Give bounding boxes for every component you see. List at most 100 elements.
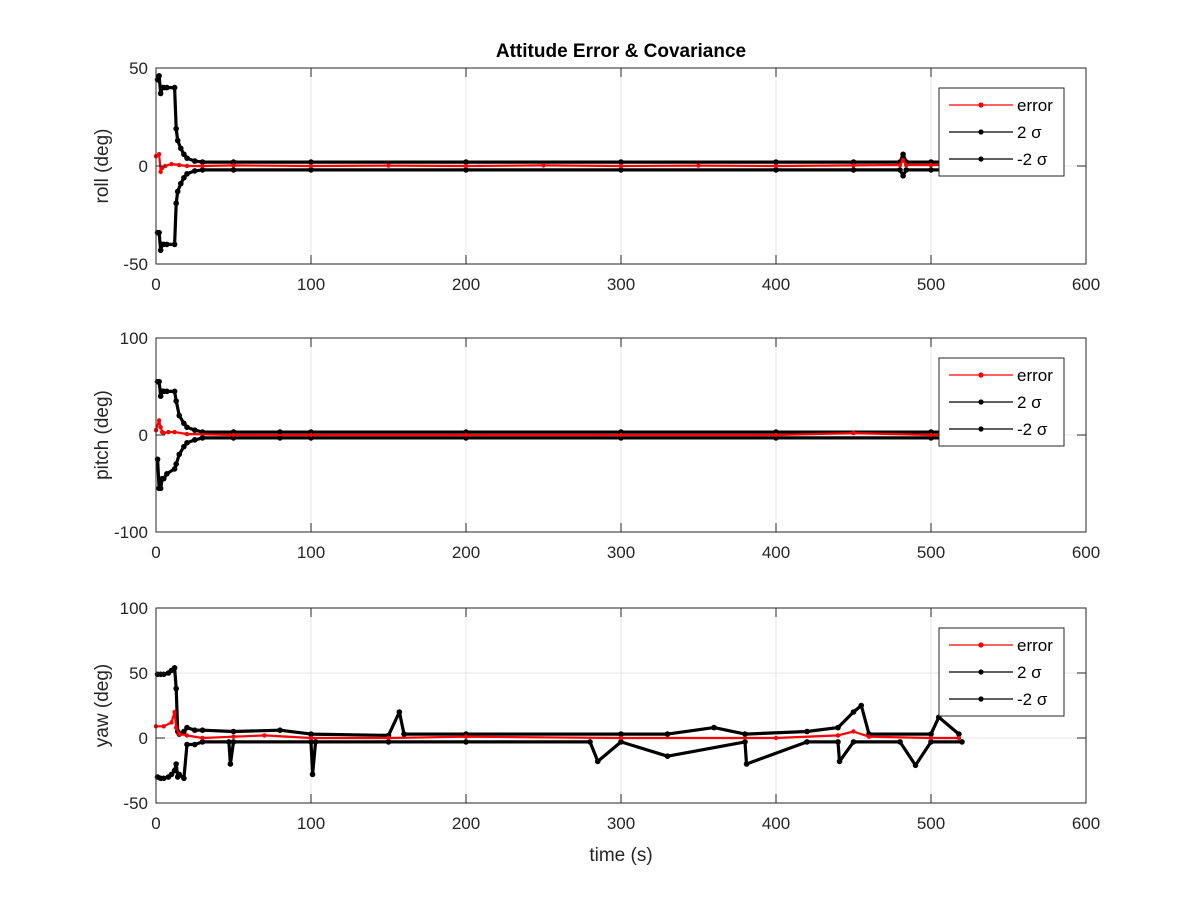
data-point [163,163,168,169]
data-point [866,734,872,739]
data-point [199,435,206,441]
data-point [277,429,283,435]
data-point [463,163,469,169]
legend-marker [978,426,984,432]
data-point [696,163,701,168]
data-point [176,412,183,419]
data-point [928,162,934,168]
data-point [164,241,170,248]
data-point [959,739,965,745]
data-point [956,735,962,741]
data-point [928,432,934,438]
data-point [312,739,319,745]
x-tick-label: 400 [762,543,790,562]
data-point [928,167,934,173]
data-point [386,735,391,741]
data-point [200,163,205,169]
data-point [157,485,164,492]
legend-marker [978,129,984,135]
data-point [928,739,934,745]
data-point [164,471,170,477]
y-tick-label: -100 [114,523,148,542]
data-point [618,735,624,741]
data-point [804,739,810,745]
data-point [773,167,779,173]
data-point [743,761,750,767]
legend-label: 2 σ [1017,123,1042,142]
data-point [174,137,181,144]
data-point [177,731,182,737]
data-point [928,735,934,741]
legend-marker [978,669,984,675]
x-tick-label: 600 [1072,543,1100,562]
data-point [618,432,624,438]
data-point [851,163,856,168]
legend-label: -2 σ [1017,690,1048,709]
legend-label: 2 σ [1017,393,1042,412]
data-point [184,741,190,748]
data-point [308,159,314,165]
data-point [836,758,843,765]
data-point [277,435,283,441]
x-tick-label: 300 [607,275,635,294]
data-point [309,771,316,778]
legend: error 2 σ -2 σ [938,627,1065,717]
x-tick-label: 300 [607,543,635,562]
data-point [463,159,469,165]
data-point [850,159,857,165]
data-point [199,727,206,733]
data-point [157,247,164,254]
x-tick-label: 0 [151,814,160,833]
data-point [181,775,187,782]
legend-marker [978,642,984,648]
data-point [956,731,962,737]
data-point [173,125,179,132]
y-axis-label: yaw (deg) [92,664,113,747]
data-point [157,90,164,97]
data-point [161,430,166,436]
data-point [199,739,206,745]
data-point [587,739,593,745]
legend-label: error [1017,636,1053,655]
data-point [168,771,175,778]
data-point [176,771,183,778]
data-point [773,735,779,741]
legend-label: error [1017,96,1053,115]
x-axis-label: time (s) [589,845,652,866]
data-point [164,84,170,91]
y-tick-label: 0 [139,729,148,748]
legend: error 2 σ -2 σ [938,87,1065,177]
data-point [928,731,934,737]
data-point [181,728,187,735]
x-tick-label: 200 [452,543,480,562]
x-tick-label: 500 [917,814,945,833]
data-point [231,734,236,739]
x-tick-label: 500 [917,275,945,294]
x-tick-label: 0 [151,543,160,562]
data-point [178,145,184,152]
data-point [231,432,236,438]
data-point [171,466,178,472]
data-point [463,739,469,745]
data-point [900,157,906,163]
data-point [308,163,314,169]
data-point [173,685,179,692]
data-point [184,424,190,431]
data-point [173,725,179,730]
data-point [184,724,190,731]
legend-label: -2 σ [1017,150,1048,169]
y-axis-label: roll (deg) [92,129,113,204]
data-point [773,159,779,165]
data-point [900,151,906,158]
data-point [850,167,857,173]
data-point [900,173,906,179]
data-point [804,728,810,735]
series-line-error [154,710,961,740]
data-point [191,727,198,733]
data-point [858,702,865,709]
data-point [169,161,174,167]
data-point [166,429,171,435]
data-point [230,739,237,745]
